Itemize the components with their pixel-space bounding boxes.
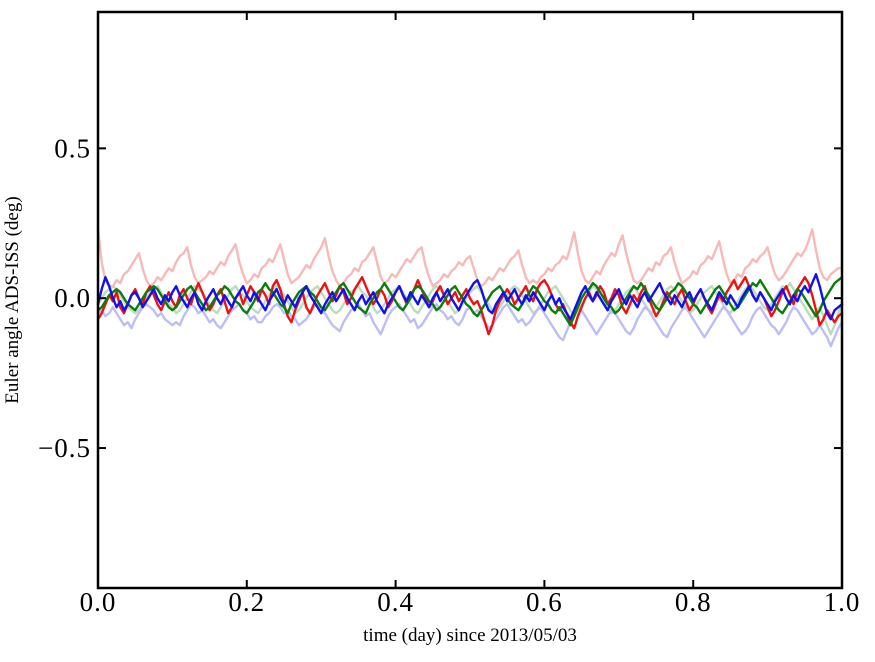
y-tick-label: −0.5	[38, 433, 91, 463]
series-green-line	[96, 276, 844, 327]
plot-area: 0.0 0.2 0.4 0.6 0.8 1.0 0.5 0.0 −0.5	[38, 10, 861, 617]
x-axis-label: time (day) since 2013/05/03	[363, 625, 577, 646]
x-tick-label: 0.8	[675, 587, 712, 617]
series-light-red-line	[96, 228, 844, 288]
x-tick-label: 0.6	[526, 587, 563, 617]
y-tick-label: 0.5	[54, 133, 91, 163]
series-blue-line	[96, 273, 844, 321]
plot-frame	[96, 10, 844, 590]
x-tick-label: 0.0	[80, 587, 117, 617]
x-tick-label: 1.0	[824, 587, 861, 617]
x-tick-label: 0.4	[377, 587, 414, 617]
y-axis-label: Euler angle ADS-ISS (deg)	[2, 196, 23, 403]
x-tick-label: 0.2	[228, 587, 265, 617]
y-tick-label: 0.0	[54, 283, 91, 313]
